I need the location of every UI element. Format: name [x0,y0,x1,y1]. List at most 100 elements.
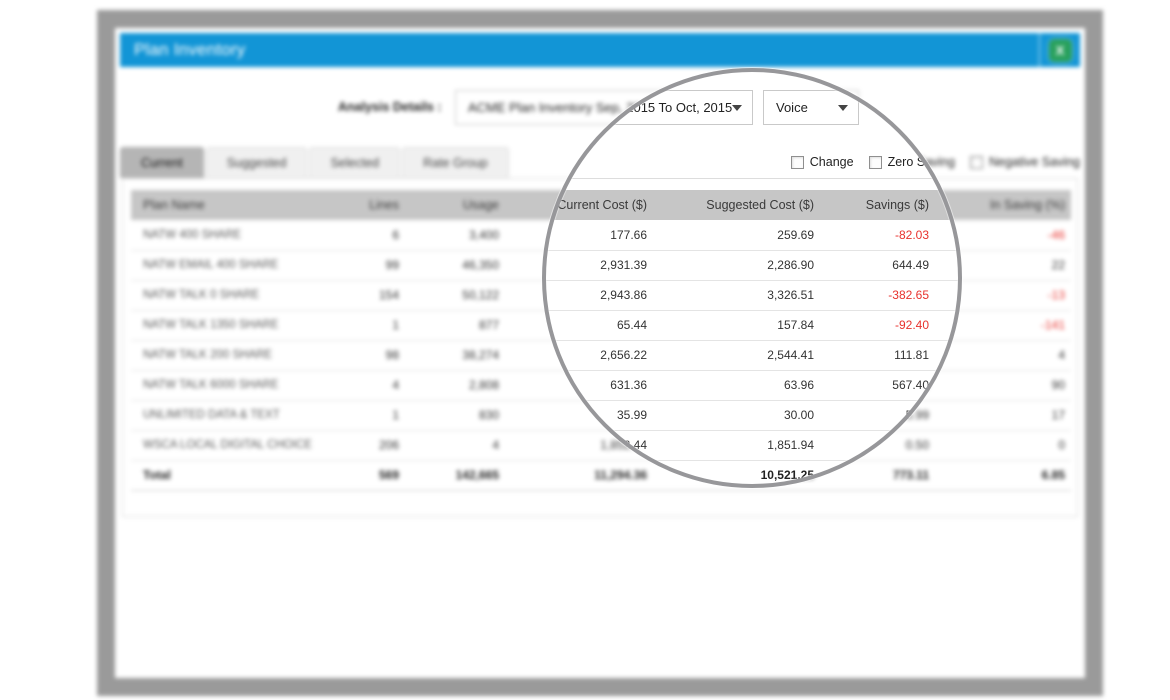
cell-lines: 4 [331,370,405,401]
cell-in-saving: 90 [935,370,1071,401]
chevron-down-icon [732,104,743,111]
table-total-row: Total 569 142,665 11,294.36 10,521.25 773.11 6… [131,459,1071,491]
service-type-dropdown-value: Voice [776,100,808,115]
column-header-lines[interactable]: Lines [331,190,405,220]
cell-usage: 38,274 [405,340,505,371]
tab-suggested[interactable]: Suggested [205,147,308,178]
report-dropdown[interactable]: ACME Plan Inventory Sep, 2015 To Oct, 20… [455,90,753,125]
column-header-savings[interactable]: Savings ($) [820,190,935,220]
negative-saving-checkbox-label: Negative Saving [988,155,1080,169]
cell-in-saving: 4 [935,340,1071,371]
cell-suggested: 157.84 [653,310,820,341]
table-row[interactable]: NATW TALK 1350 SHARE 1 877 65.44 157.84 -92.4… [131,310,1071,341]
analysis-details-label: Analysis Details : [338,100,442,114]
table-row[interactable]: UNLIMITED DATA & TEXT 1 830 35.99 30.00 5.99 1… [131,400,1071,431]
cell-plan: NATW TALK 6000 SHARE [131,370,331,401]
cell-plan: Total [131,459,331,491]
table-row[interactable]: NATW TALK 0 SHARE 154 50,122 2,943.86 3,326.… [131,280,1071,311]
cell-lines: 569 [331,459,405,491]
excel-export-icon[interactable]: X [1048,38,1072,62]
cell-savings: 773.11 [820,459,935,491]
export-button[interactable]: X [1040,38,1080,62]
zero-saving-checkbox-label: Zero Saving [887,155,955,169]
cell-suggested: 63.96 [653,370,820,401]
cell-plan: NATW TALK 0 SHARE [131,280,331,311]
cell-lines: 1 [331,400,405,431]
cell-plan: UNLIMITED DATA & TEXT [131,400,331,431]
change-checkbox[interactable] [790,155,804,169]
cell-usage: 142,665 [405,459,505,491]
cell-savings: 0.50 [820,430,935,461]
titlebar: Plan Inventory X [120,33,1080,67]
cell-savings: 567.40 [820,370,935,401]
zero-saving-checkbox[interactable] [868,155,882,169]
table-row[interactable]: NATW TALK 6000 SHARE 4 2,808 631.36 63.96 567… [131,370,1071,401]
change-checkbox-label: Change [809,155,854,169]
tab-bar: Current Suggested Selected Rate Group [120,147,509,178]
cell-usage: 46,350 [405,250,505,281]
cell-in-saving: -141 [935,310,1071,341]
cell-lines: 99 [331,250,405,281]
cell-current: 177.66 [505,220,653,251]
cell-lines: 1 [331,310,405,341]
cell-in-saving: -13 [935,280,1071,311]
table-row[interactable]: NATW TALK 200 SHARE 98 38,274 2,656.22 2,544… [131,340,1071,371]
filter-negative-saving: Negative Saving [969,155,1080,169]
cell-suggested: 10,521.25 [653,459,820,491]
cell-suggested: 2,544.41 [653,340,820,371]
cell-lines: 154 [331,280,405,311]
cell-usage: 3,400 [405,220,505,251]
table-row[interactable]: WSCA LOCAL DIGITAL CHOICE 206 4 1,852.44 1,8… [131,430,1071,461]
cell-usage: 830 [405,400,505,431]
column-header-in-saving[interactable]: In Saving (%) [935,190,1071,220]
cell-suggested: 2,286.90 [653,250,820,281]
cell-current: 2,931.39 [505,250,653,281]
cell-current: 2,943.86 [505,280,653,311]
cell-plan: NATW TALK 200 SHARE [131,340,331,371]
chevron-down-icon [838,104,848,111]
tab-selected[interactable]: Selected [309,147,401,178]
cell-in-saving: 22 [935,250,1071,281]
cell-savings: 111.81 [820,340,935,371]
cell-suggested: 1,851.94 [653,430,820,461]
table-row[interactable]: NATW 400 SHARE 6 3,400 177.66 259.69 -82.03 -4… [131,220,1071,251]
cell-plan: NATW 400 SHARE [131,220,331,251]
column-header-current-cost[interactable]: Current Cost ($) [505,190,653,220]
page-title: Plan Inventory [134,40,246,59]
cell-lines: 6 [331,220,405,251]
table-body: NATW 400 SHARE 6 3,400 177.66 259.69 -82.03 -4… [131,220,1071,491]
cell-usage: 2,808 [405,370,505,401]
cell-usage: 4 [405,430,505,461]
cell-plan: WSCA LOCAL DIGITAL CHOICE [131,430,331,461]
cell-lines: 206 [331,430,405,461]
column-header-usage[interactable]: Usage [405,190,505,220]
cell-in-saving: 0 [935,430,1071,461]
cell-savings: 5.99 [820,400,935,431]
cell-savings: -82.03 [820,220,935,251]
cell-in-saving: 17 [935,400,1071,431]
cell-current: 35.99 [505,400,653,431]
cell-current: 2,656.22 [505,340,653,371]
table-row[interactable]: NATW EMAIL 400 SHARE 99 46,350 2,931.39 2,28… [131,250,1071,281]
column-header-plan-name[interactable]: Plan Name [131,190,331,220]
service-type-dropdown[interactable]: Voice [763,90,859,125]
cell-in-saving: -46 [935,220,1071,251]
plan-table: Plan Name Lines Usage Current Cost ($) S… [131,190,1071,491]
cell-lines: 98 [331,340,405,371]
cell-plan: NATW EMAIL 400 SHARE [131,250,331,281]
negative-saving-checkbox[interactable] [969,155,983,169]
filter-zero-saving: Zero Saving [868,155,955,169]
cell-current: 11,294.36 [505,459,653,491]
cell-savings: 644.49 [820,250,935,281]
cell-current: 631.36 [505,370,653,401]
cell-plan: NATW TALK 1350 SHARE [131,310,331,341]
cell-current: 1,852.44 [505,430,653,461]
table-header-row: Plan Name Lines Usage Current Cost ($) S… [131,190,1071,220]
tab-current[interactable]: Current [120,147,204,178]
column-header-suggested-cost[interactable]: Suggested Cost ($) [653,190,820,220]
filter-bar: Change Zero Saving Negative Saving [770,151,1080,173]
cell-suggested: 259.69 [653,220,820,251]
plan-table-panel: Plan Name Lines Usage Current Cost ($) S… [122,178,1078,517]
filter-change: Change [790,155,854,169]
tab-rate-group[interactable]: Rate Group [402,147,509,178]
